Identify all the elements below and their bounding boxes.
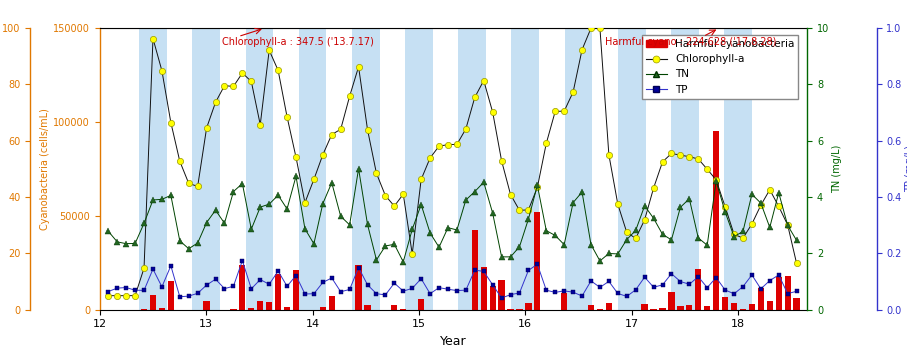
Bar: [757, 288, 764, 310]
Bar: [785, 276, 791, 310]
Bar: [490, 287, 496, 310]
Bar: [507, 309, 513, 310]
Bar: [740, 309, 746, 310]
Bar: [159, 308, 165, 310]
Bar: [481, 266, 487, 310]
Bar: [597, 309, 603, 310]
Bar: [352, 28, 379, 310]
Bar: [319, 307, 326, 310]
Bar: [534, 212, 541, 310]
Bar: [203, 301, 210, 310]
Bar: [293, 270, 299, 310]
Y-axis label: TN (mg/L): TN (mg/L): [832, 145, 842, 193]
Legend: Harmful cyanobacteria, Chlorophyll-a, TN, TP: Harmful cyanobacteria, Chlorophyll-a, TN…: [641, 35, 798, 99]
Bar: [659, 308, 666, 310]
Bar: [565, 28, 592, 310]
Bar: [230, 309, 237, 310]
Bar: [472, 230, 478, 310]
Y-axis label: TP (mg/L): TP (mg/L): [904, 145, 907, 193]
Bar: [150, 295, 156, 310]
Bar: [749, 303, 755, 310]
Bar: [671, 28, 698, 310]
Bar: [275, 274, 281, 310]
Text: Chlorophyll-a : 347.5 ('13.7.17): Chlorophyll-a : 347.5 ('13.7.17): [222, 37, 374, 46]
Bar: [139, 28, 167, 310]
Bar: [668, 292, 675, 310]
Bar: [418, 299, 424, 310]
Bar: [561, 293, 567, 310]
Bar: [722, 297, 728, 310]
Bar: [687, 306, 692, 310]
Bar: [588, 305, 594, 310]
Bar: [618, 28, 646, 310]
Bar: [192, 28, 220, 310]
Text: Harmful cyano : 224,628 ('17.8.28): Harmful cyano : 224,628 ('17.8.28): [605, 37, 776, 46]
Bar: [356, 265, 362, 310]
Bar: [695, 269, 701, 310]
Bar: [725, 28, 752, 310]
Bar: [525, 303, 532, 310]
Bar: [458, 28, 486, 310]
Bar: [678, 306, 684, 310]
Y-axis label: Cyanobacteria (cells/mL): Cyanobacteria (cells/mL): [41, 108, 51, 230]
Bar: [775, 277, 782, 310]
Bar: [704, 306, 710, 310]
Bar: [405, 28, 433, 310]
Bar: [391, 305, 397, 310]
Bar: [298, 28, 327, 310]
Bar: [284, 307, 290, 310]
Bar: [731, 303, 737, 310]
Bar: [766, 301, 773, 310]
Bar: [365, 305, 371, 310]
Bar: [400, 309, 406, 310]
Bar: [641, 304, 648, 310]
Bar: [499, 281, 504, 310]
Bar: [257, 301, 263, 310]
Bar: [246, 28, 273, 310]
Bar: [328, 296, 335, 310]
Bar: [239, 265, 246, 310]
Bar: [606, 303, 612, 310]
Bar: [266, 302, 272, 310]
Bar: [249, 308, 255, 310]
Bar: [713, 131, 719, 310]
X-axis label: Year: Year: [440, 335, 467, 348]
Bar: [794, 298, 800, 310]
Bar: [512, 28, 539, 310]
Bar: [168, 281, 174, 310]
